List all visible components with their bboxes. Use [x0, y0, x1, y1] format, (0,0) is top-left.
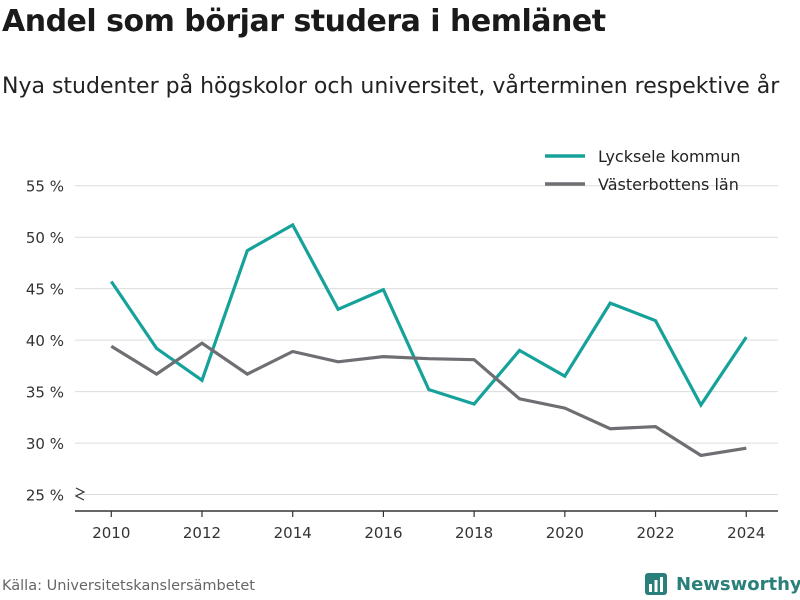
data-point [109, 279, 114, 284]
data-point [154, 372, 159, 377]
source-note: Källa: Universitetskanslersämbetet [2, 578, 255, 594]
y-tick-label: 45 % [26, 281, 64, 299]
x-tick-label: 2012 [183, 524, 221, 542]
x-tick-label: 2014 [274, 524, 312, 542]
brand-logo: Newsworthy [644, 569, 800, 599]
data-point [472, 357, 477, 362]
x-tick-label: 2018 [455, 524, 493, 542]
data-point [472, 401, 477, 406]
y-tick-label: 40 % [26, 332, 64, 350]
data-point [744, 335, 749, 340]
series-line-1 [109, 222, 748, 409]
data-point [653, 424, 658, 429]
series-lines [109, 222, 749, 458]
legend-label: Lycksele kommun [598, 147, 740, 166]
y-tick-label: 35 % [26, 384, 64, 402]
data-point [199, 378, 204, 383]
bar-chart-icon [645, 573, 667, 595]
legend-label: Västerbottens län [598, 175, 739, 194]
data-point [608, 426, 613, 431]
chart-title: Andel som börjar studera i hemlänet [2, 4, 606, 39]
data-point [426, 356, 431, 361]
data-point [154, 346, 159, 351]
data-point [336, 307, 341, 312]
data-point [426, 387, 431, 392]
data-point [290, 222, 295, 227]
y-tick-label: 25 % [26, 487, 64, 505]
x-tick-label: 2022 [636, 524, 674, 542]
x-tick-label: 2016 [364, 524, 402, 542]
gridlines [75, 185, 778, 496]
data-point [199, 341, 204, 346]
axes: 25 % 30 % 35 % 40 % 45 % 50 % 55 % 2010 2012 2014… [26, 178, 778, 542]
axis-break-marker [74, 487, 86, 501]
data-point [517, 396, 522, 401]
x-tick-label: 2020 [546, 524, 584, 542]
series-line-2 [110, 341, 747, 458]
data-point [517, 348, 522, 353]
data-point [608, 301, 613, 306]
brand-name: Newsworthy [676, 573, 800, 595]
data-point [109, 344, 114, 349]
data-point [245, 248, 250, 253]
data-point [698, 403, 703, 408]
data-point [381, 287, 386, 292]
data-point [698, 453, 703, 458]
legend: Lycksele kommun Västerbottens län [545, 147, 740, 194]
chart-subtitle: Nya studenter på högskolor och universit… [2, 74, 780, 99]
data-point [290, 349, 295, 354]
y-tick-label: 50 % [26, 229, 64, 247]
data-point [381, 354, 386, 359]
y-tick-label: 55 % [26, 178, 64, 196]
x-tick-label: 2024 [727, 524, 765, 542]
data-point [653, 318, 658, 323]
data-point [562, 406, 567, 411]
data-point [336, 359, 341, 364]
data-point [245, 372, 250, 377]
data-point [744, 446, 749, 451]
data-point [562, 374, 567, 379]
x-tick-label: 2010 [92, 524, 130, 542]
y-tick-label: 30 % [26, 435, 64, 453]
